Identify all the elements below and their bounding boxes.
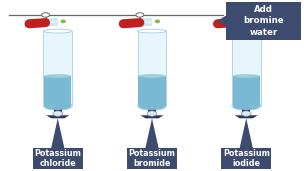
Circle shape <box>42 13 50 17</box>
Ellipse shape <box>60 19 66 23</box>
Ellipse shape <box>139 74 165 78</box>
FancyBboxPatch shape <box>221 148 271 169</box>
Text: Potassium
chloride: Potassium chloride <box>34 149 81 168</box>
Ellipse shape <box>155 19 160 23</box>
FancyBboxPatch shape <box>242 106 250 115</box>
Text: Add
bromine
water: Add bromine water <box>244 5 284 37</box>
Circle shape <box>53 111 63 116</box>
FancyBboxPatch shape <box>226 2 301 40</box>
Polygon shape <box>51 118 64 148</box>
FancyBboxPatch shape <box>233 76 260 106</box>
Circle shape <box>241 111 251 116</box>
FancyBboxPatch shape <box>137 31 167 106</box>
FancyBboxPatch shape <box>139 76 165 106</box>
Text: Potassium
iodide: Potassium iodide <box>223 149 270 168</box>
Polygon shape <box>217 15 226 27</box>
Ellipse shape <box>232 29 261 33</box>
Ellipse shape <box>139 102 165 110</box>
Polygon shape <box>145 118 159 148</box>
Ellipse shape <box>232 101 261 110</box>
Text: Potassium
bromide: Potassium bromide <box>129 149 175 168</box>
FancyBboxPatch shape <box>44 76 71 106</box>
Ellipse shape <box>44 102 71 110</box>
Circle shape <box>147 111 157 116</box>
Ellipse shape <box>137 101 167 110</box>
Ellipse shape <box>233 74 260 78</box>
FancyBboxPatch shape <box>43 31 72 106</box>
Circle shape <box>230 13 238 17</box>
FancyBboxPatch shape <box>232 31 261 106</box>
Ellipse shape <box>137 29 167 33</box>
Ellipse shape <box>233 102 260 110</box>
Ellipse shape <box>44 74 71 78</box>
FancyBboxPatch shape <box>148 106 156 115</box>
FancyBboxPatch shape <box>54 106 62 115</box>
FancyBboxPatch shape <box>33 148 83 169</box>
Polygon shape <box>235 115 258 118</box>
Ellipse shape <box>249 19 254 23</box>
Ellipse shape <box>43 29 72 33</box>
Polygon shape <box>140 115 164 118</box>
Polygon shape <box>240 118 253 148</box>
Circle shape <box>136 13 144 17</box>
FancyBboxPatch shape <box>127 148 177 169</box>
Polygon shape <box>46 115 69 118</box>
Ellipse shape <box>43 101 72 110</box>
